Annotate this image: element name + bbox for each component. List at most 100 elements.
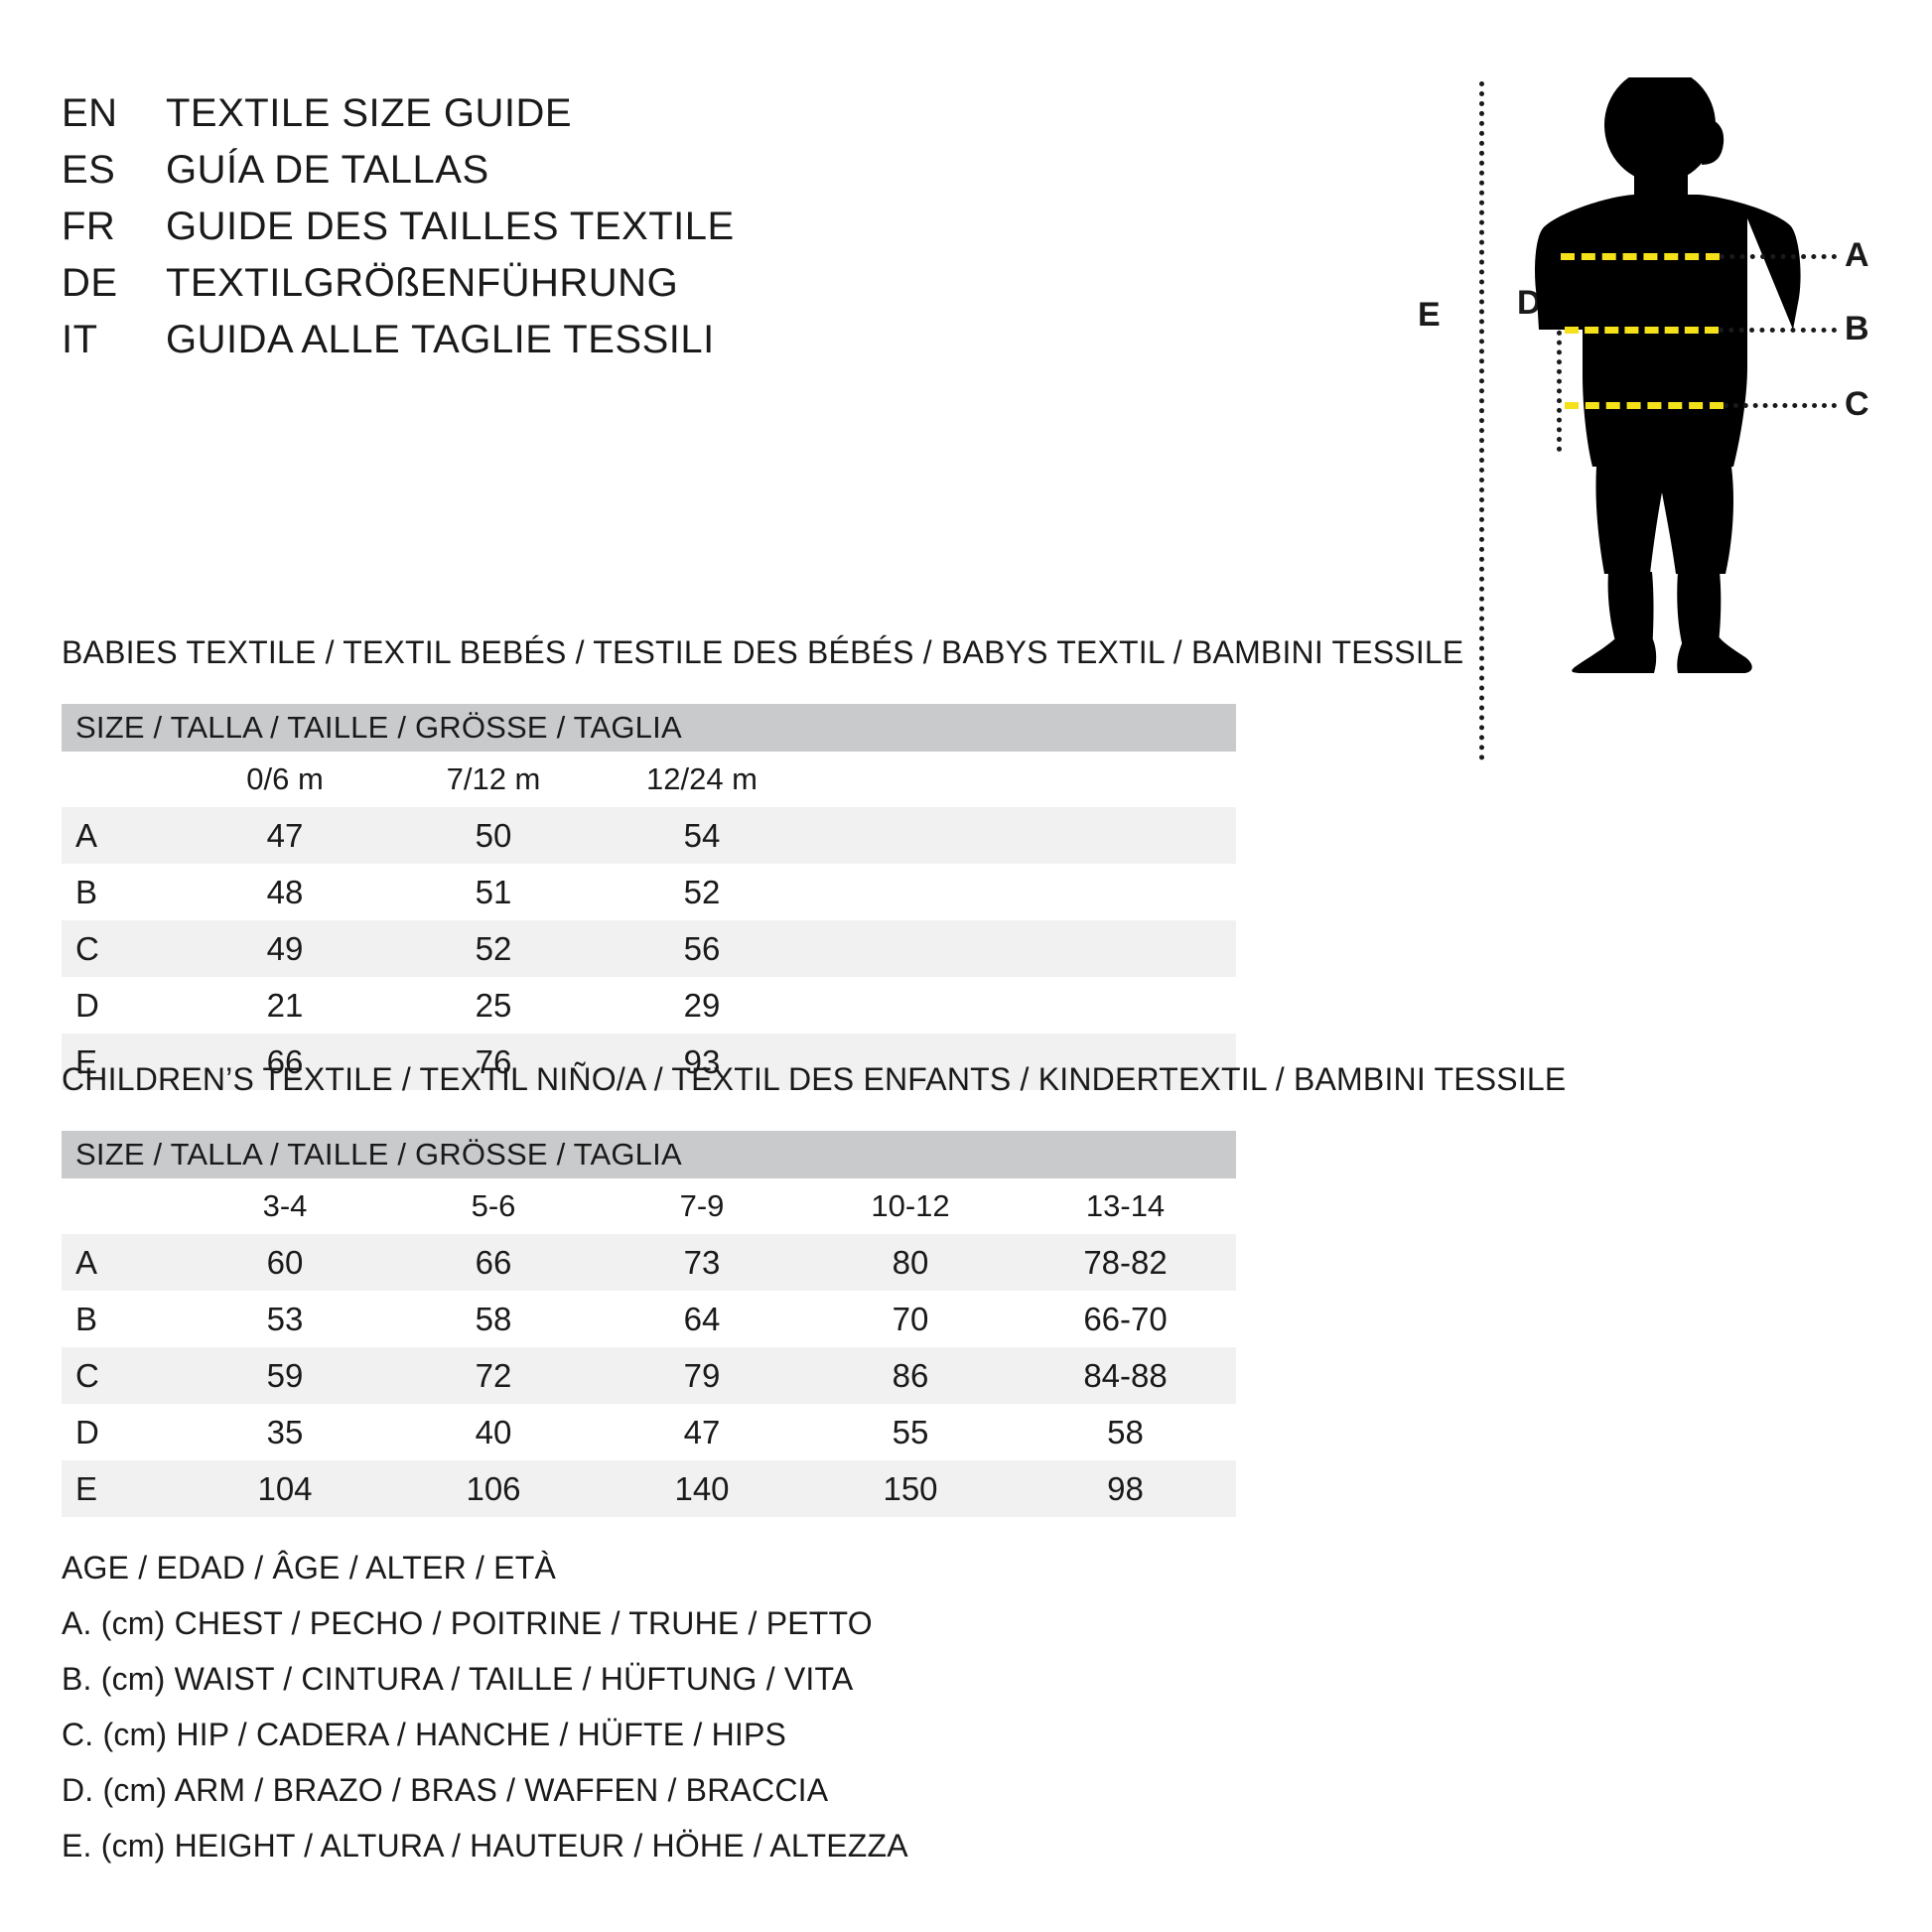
babies-cell-d-1: 25 xyxy=(389,977,598,1034)
children-row-label-a: A xyxy=(62,1234,181,1291)
children-corner-cell xyxy=(62,1178,181,1234)
title-block: EN TEXTILE SIZE GUIDE ES GUÍA DE TALLAS … xyxy=(62,91,1054,374)
title-lang-en: EN xyxy=(62,91,118,135)
children-section-title: CHILDREN’S TEXTILE / TEXTIL NIÑO/A / TEX… xyxy=(62,1061,1567,1097)
children-band-row: SIZE / TALLA / TAILLE / GRÖSSE / TAGLIA xyxy=(62,1131,1237,1178)
legend-line-hip: C. (cm) HIP / CADERA / HANCHE / HÜFTE / … xyxy=(62,1717,787,1752)
table-row: B 53 58 64 70 66-70 xyxy=(62,1291,1237,1347)
table-row: C 59 72 79 86 84-88 xyxy=(62,1347,1237,1404)
babies-cell-d-0: 21 xyxy=(181,977,389,1034)
waist-measure-line-b xyxy=(1565,327,1719,334)
children-cell-d-1: 40 xyxy=(389,1404,598,1460)
table-row: B 48 51 52 xyxy=(62,864,1237,920)
chest-leader-line-a xyxy=(1720,254,1837,259)
title-text-es: GUÍA DE TALLAS xyxy=(166,148,489,192)
children-cell-a-4: 78-82 xyxy=(1015,1234,1237,1291)
children-cell-a-1: 66 xyxy=(389,1234,598,1291)
babies-cell-c-1: 52 xyxy=(389,920,598,977)
children-cell-e-3: 150 xyxy=(806,1460,1015,1517)
babies-row-label-e: E xyxy=(62,1034,181,1090)
children-cell-a-3: 80 xyxy=(806,1234,1015,1291)
children-column-header-4: 13-14 xyxy=(1015,1178,1237,1234)
babies-cell-c-2: 56 xyxy=(598,920,806,977)
title-row-de: DE TEXTILGRÖßENFÜHRUNG xyxy=(62,261,1054,318)
babies-row-label-c: C xyxy=(62,920,181,977)
babies-cell-c-0: 49 xyxy=(181,920,389,977)
figure-label-a: A xyxy=(1845,236,1869,274)
babies-column-header-2: 12/24 m xyxy=(598,752,806,807)
babies-row-label-a: A xyxy=(62,807,181,864)
babies-cell-e-2: 93 xyxy=(598,1034,806,1090)
babies-column-header-row: 0/6 m 7/12 m 12/24 m xyxy=(62,752,1237,807)
babies-cell-e-pad xyxy=(806,1034,1237,1090)
child-silhouette-icon xyxy=(1535,77,1801,673)
table-row: E 66 76 93 xyxy=(62,1034,1237,1090)
children-cell-d-3: 55 xyxy=(806,1404,1015,1460)
babies-size-table: SIZE / TALLA / TAILLE / GRÖSSE / TAGLIA … xyxy=(62,704,1237,1090)
babies-cell-b-0: 48 xyxy=(181,864,389,920)
legend-line-age: AGE / EDAD / ÂGE / ALTER / ETÀ xyxy=(62,1550,556,1586)
legend-line-waist: B. (cm) WAIST / CINTURA / TAILLE / HÜFTU… xyxy=(62,1661,854,1697)
babies-section-title: BABIES TEXTILE / TEXTIL BEBÉS / TESTILE … xyxy=(62,634,1464,670)
children-cell-d-4: 58 xyxy=(1015,1404,1237,1460)
title-row-it: IT GUIDA ALLE TAGLIE TESSILI xyxy=(62,318,1054,374)
title-lang-de: DE xyxy=(62,261,118,305)
children-size-table: SIZE / TALLA / TAILLE / GRÖSSE / TAGLIA … xyxy=(62,1131,1237,1517)
babies-row-label-d: D xyxy=(62,977,181,1034)
children-cell-d-2: 47 xyxy=(598,1404,806,1460)
babies-column-header-0: 0/6 m xyxy=(181,752,389,807)
children-cell-b-2: 64 xyxy=(598,1291,806,1347)
babies-spacer-cell xyxy=(806,752,1237,807)
babies-cell-c-pad xyxy=(806,920,1237,977)
hip-measure-line-c xyxy=(1565,402,1724,409)
babies-cell-d-pad xyxy=(806,977,1237,1034)
title-text-en: TEXTILE SIZE GUIDE xyxy=(166,91,573,135)
babies-column-header-1: 7/12 m xyxy=(389,752,598,807)
children-cell-c-3: 86 xyxy=(806,1347,1015,1404)
children-cell-c-1: 72 xyxy=(389,1347,598,1404)
babies-cell-a-pad xyxy=(806,807,1237,864)
children-cell-e-0: 104 xyxy=(181,1460,389,1517)
legend-line-chest: A. (cm) CHEST / PECHO / POITRINE / TRUHE… xyxy=(62,1605,873,1641)
table-row: E 104 106 140 150 98 xyxy=(62,1460,1237,1517)
children-cell-e-4: 98 xyxy=(1015,1460,1237,1517)
figure-label-b: B xyxy=(1845,310,1869,347)
title-lang-it: IT xyxy=(62,318,98,361)
children-cell-c-4: 84-88 xyxy=(1015,1347,1237,1404)
children-cell-b-3: 70 xyxy=(806,1291,1015,1347)
babies-band-label: SIZE / TALLA / TAILLE / GRÖSSE / TAGLIA xyxy=(62,704,1237,752)
children-cell-b-0: 53 xyxy=(181,1291,389,1347)
children-column-header-0: 3-4 xyxy=(181,1178,389,1234)
children-cell-b-1: 58 xyxy=(389,1291,598,1347)
children-column-header-row: 3-4 5-6 7-9 10-12 13-14 xyxy=(62,1178,1237,1234)
children-cell-b-4: 66-70 xyxy=(1015,1291,1237,1347)
figure-label-e: E xyxy=(1418,296,1441,334)
chest-measure-line-a xyxy=(1561,253,1720,260)
measurement-diagram: E D A B C xyxy=(1390,60,1926,784)
babies-corner-cell xyxy=(62,752,181,807)
babies-cell-b-pad xyxy=(806,864,1237,920)
children-row-label-e: E xyxy=(62,1460,181,1517)
height-guide-line-e xyxy=(1479,81,1484,760)
children-cell-c-2: 79 xyxy=(598,1347,806,1404)
title-row-fr: FR GUIDE DES TAILLES TEXTILE xyxy=(62,205,1054,261)
hip-leader-line-c xyxy=(1724,403,1837,408)
title-text-de: TEXTILGRÖßENFÜHRUNG xyxy=(166,261,679,305)
title-row-en: EN TEXTILE SIZE GUIDE xyxy=(62,91,1054,148)
title-row-es: ES GUÍA DE TALLAS xyxy=(62,148,1054,205)
arm-guide-line-d xyxy=(1557,253,1562,452)
children-row-label-d: D xyxy=(62,1404,181,1460)
babies-cell-a-1: 50 xyxy=(389,807,598,864)
title-lang-fr: FR xyxy=(62,205,116,248)
babies-cell-d-2: 29 xyxy=(598,977,806,1034)
children-row-label-b: B xyxy=(62,1291,181,1347)
babies-cell-a-2: 54 xyxy=(598,807,806,864)
children-column-header-2: 7-9 xyxy=(598,1178,806,1234)
babies-cell-e-1: 76 xyxy=(389,1034,598,1090)
children-cell-c-0: 59 xyxy=(181,1347,389,1404)
legend-line-height: E. (cm) HEIGHT / ALTURA / HAUTEUR / HÖHE… xyxy=(62,1828,908,1863)
table-row: D 21 25 29 xyxy=(62,977,1237,1034)
table-row: A 47 50 54 xyxy=(62,807,1237,864)
children-cell-e-2: 140 xyxy=(598,1460,806,1517)
babies-cell-b-2: 52 xyxy=(598,864,806,920)
